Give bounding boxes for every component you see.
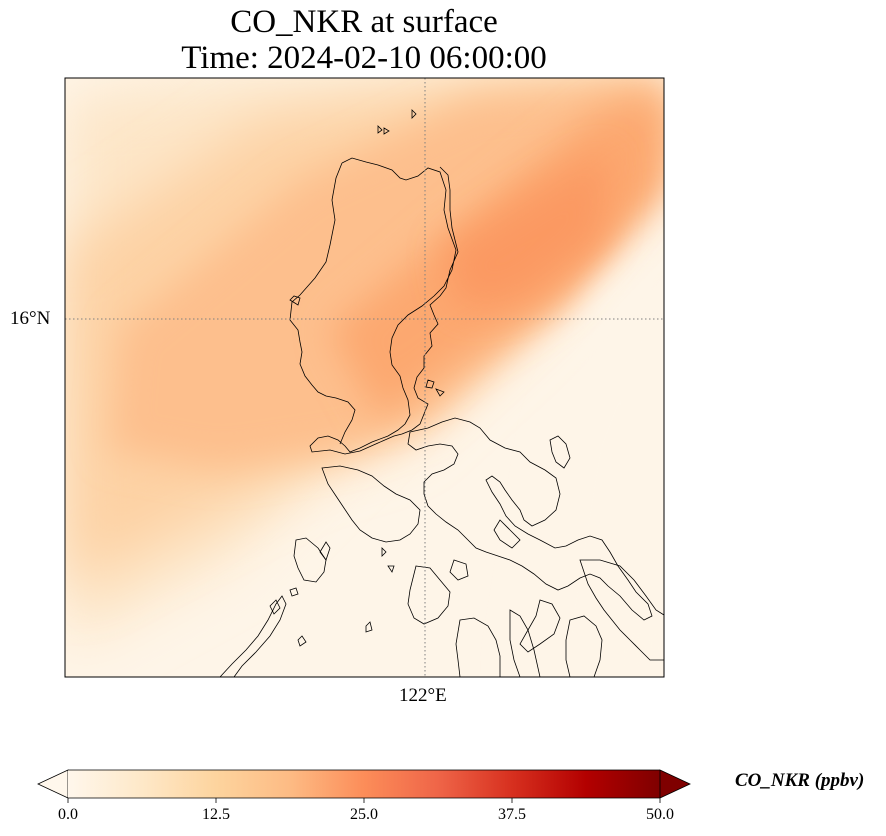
coastline-luzon-south [407, 417, 653, 621]
coastline-marinduque [449, 559, 469, 581]
coastline-luzon-north [289, 157, 459, 455]
colorbar-extend-max [659, 769, 691, 799]
lat-tick-label: 16°N [10, 308, 51, 329]
coastline-islands-east [425, 379, 445, 397]
concentration-field [65, 78, 664, 677]
colorbar-tick-label: 12.5 [202, 806, 230, 823]
coastline-samar [579, 559, 664, 661]
coastline-masbate [519, 599, 561, 653]
colorbar-tick-label: 50.0 [646, 806, 674, 823]
coastline-bataan-batangas [321, 465, 421, 543]
colorbar-extend-min [37, 769, 69, 799]
figure-title-line1: CO_NKR at surface [230, 4, 498, 40]
coastline-palawan-north [219, 595, 287, 677]
coastline-mindoro [293, 537, 327, 583]
coastline-panay [407, 565, 451, 625]
coastline-leyte [565, 615, 603, 677]
colorbar-gradient-bar [68, 770, 660, 798]
coastlines [219, 109, 664, 677]
coastline-islet-southwest [269, 599, 307, 647]
map-panel [64, 77, 665, 678]
map-frame [64, 77, 665, 678]
colorbar-tick-label: 25.0 [350, 806, 378, 823]
field-peak-center [445, 150, 610, 310]
colorbar-tick-label: 37.5 [498, 806, 526, 823]
coastline-mindoro-east [319, 541, 331, 561]
field-clean-air-east [520, 260, 664, 677]
coastline-islet-west [289, 295, 301, 306]
coastline-bondoc [493, 519, 521, 549]
colorbar-label: CO_NKR (ppbv) [735, 770, 865, 791]
colorbar-tick-label: 0.0 [58, 806, 78, 823]
colorbar-tickmarks [67, 798, 661, 803]
colorbar [37, 769, 691, 803]
figure-title-line2: Time: 2024-02-10 06:00:00 [181, 40, 547, 76]
coastline-small-islands [289, 547, 395, 633]
lon-tick-label: 122°E [399, 685, 447, 706]
coastline-negros-cebu [455, 609, 541, 677]
coastline-catanduanes [549, 435, 571, 469]
coastline-island-north [377, 109, 417, 135]
